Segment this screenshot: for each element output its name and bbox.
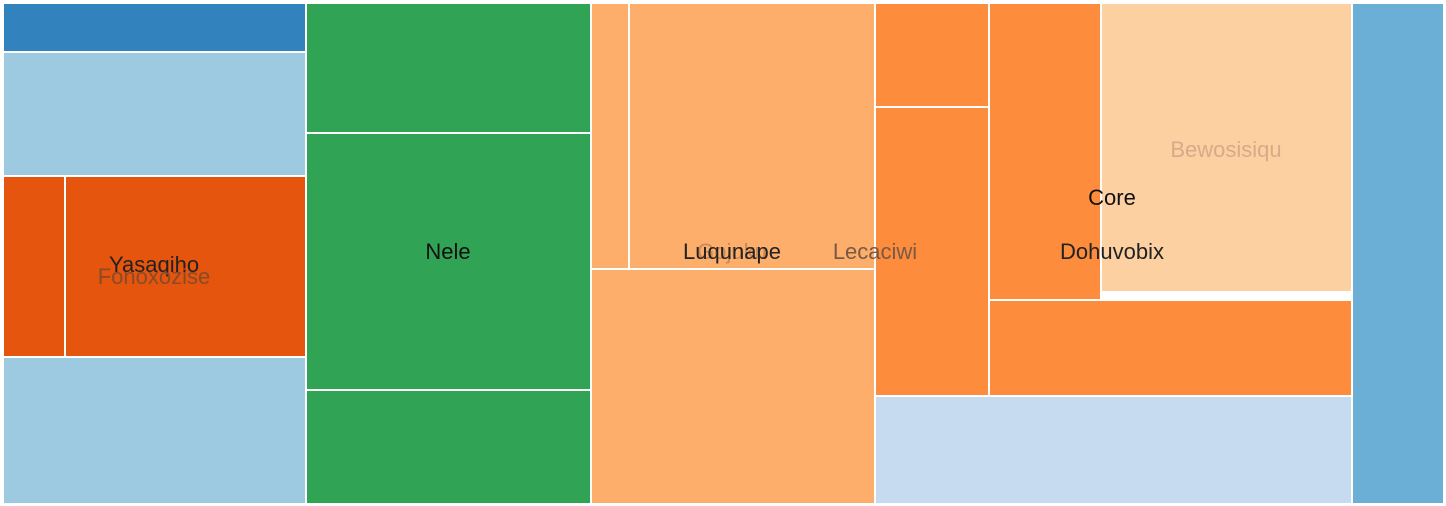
treemap-tile [3,176,65,357]
treemap-tile [65,176,306,357]
treemap-tile [629,3,875,269]
treemap-tile [875,3,989,107]
treemap-tile [306,390,591,504]
treemap-tile [989,300,1352,396]
treemap-tile [306,133,591,390]
label-luqunape: Luqunape [683,239,781,264]
treemap-tile [875,107,989,396]
treemap-tile [1352,3,1444,504]
label-core: Core [1088,185,1136,210]
label-yasaqiho: Yasaqiho [108,252,200,277]
treemap-tile [3,3,306,52]
treemap-tile [875,396,1352,504]
label-bewosisiqu: Bewosisiqu [1170,137,1282,162]
treemap-tile [3,52,306,176]
treemap-tile [591,269,875,504]
label-dohuvobix: Dohuvobix [1060,239,1164,264]
treemap-tile [989,3,1101,300]
label-gojuku: Gojuku [697,239,767,264]
label-fonoxozise: Fonoxozise [97,264,211,289]
treemap-tile [1101,3,1352,292]
label-lecaciwi: Lecaciwi [832,239,918,264]
treemap-tile [591,3,629,269]
treemap-tile [3,357,306,504]
treemap-tile [306,3,591,133]
label-nele: Nele [425,239,471,264]
